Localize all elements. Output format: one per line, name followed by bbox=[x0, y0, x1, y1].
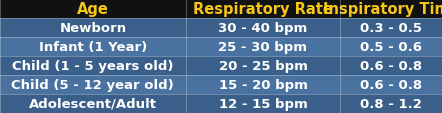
Bar bbox=[186, 56, 340, 75]
Text: Child (1 - 5 years old): Child (1 - 5 years old) bbox=[12, 59, 174, 72]
Bar bbox=[340, 19, 442, 38]
Text: 0.6 - 0.8: 0.6 - 0.8 bbox=[360, 78, 422, 91]
Text: Inspiratory Time: Inspiratory Time bbox=[323, 2, 442, 17]
Bar bbox=[186, 75, 340, 94]
Text: 0.5 - 0.6: 0.5 - 0.6 bbox=[360, 41, 422, 54]
Bar bbox=[340, 0, 442, 19]
Bar bbox=[186, 94, 340, 113]
Text: Newborn: Newborn bbox=[59, 22, 126, 35]
Text: Respiratory Rate: Respiratory Rate bbox=[193, 2, 333, 17]
Bar bbox=[186, 19, 340, 38]
Text: Adolescent/Adult: Adolescent/Adult bbox=[29, 97, 157, 110]
Text: Age: Age bbox=[77, 2, 109, 17]
Bar bbox=[0, 56, 186, 75]
Text: 0.8 - 1.2: 0.8 - 1.2 bbox=[360, 97, 422, 110]
Bar bbox=[186, 0, 340, 19]
Bar bbox=[0, 75, 186, 94]
Bar bbox=[186, 38, 340, 56]
Text: 30 - 40 bpm: 30 - 40 bpm bbox=[218, 22, 308, 35]
Text: 15 - 20 bpm: 15 - 20 bpm bbox=[218, 78, 308, 91]
Bar bbox=[0, 0, 186, 19]
Text: 20 - 25 bpm: 20 - 25 bpm bbox=[218, 59, 308, 72]
Text: Infant (1 Year): Infant (1 Year) bbox=[39, 41, 147, 54]
Bar bbox=[0, 38, 186, 56]
Bar bbox=[340, 56, 442, 75]
Text: Child (5 - 12 year old): Child (5 - 12 year old) bbox=[11, 78, 174, 91]
Bar bbox=[0, 94, 186, 113]
Text: 0.3 - 0.5: 0.3 - 0.5 bbox=[360, 22, 422, 35]
Bar bbox=[0, 19, 186, 38]
Bar bbox=[340, 94, 442, 113]
Text: 0.6 - 0.8: 0.6 - 0.8 bbox=[360, 59, 422, 72]
Text: 12 - 15 bpm: 12 - 15 bpm bbox=[219, 97, 307, 110]
Text: 25 - 30 bpm: 25 - 30 bpm bbox=[218, 41, 308, 54]
Bar bbox=[340, 38, 442, 56]
Bar bbox=[340, 75, 442, 94]
